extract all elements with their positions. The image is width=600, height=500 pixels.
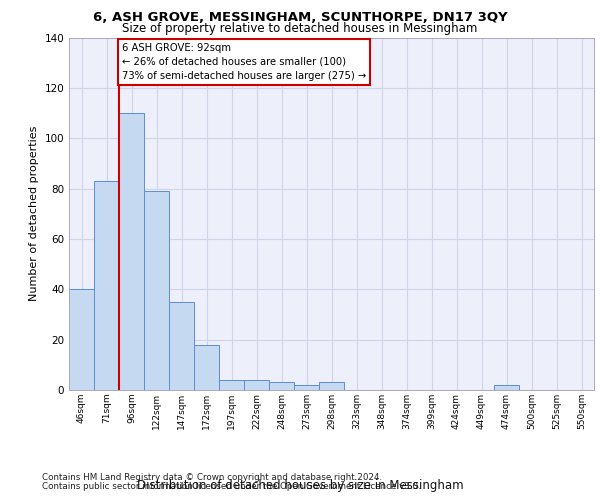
Bar <box>269 382 294 390</box>
Text: Size of property relative to detached houses in Messingham: Size of property relative to detached ho… <box>122 22 478 35</box>
Text: Contains HM Land Registry data © Crown copyright and database right 2024.: Contains HM Land Registry data © Crown c… <box>42 472 382 482</box>
Bar <box>119 113 144 390</box>
Text: 6 ASH GROVE: 92sqm
← 26% of detached houses are smaller (100)
73% of semi-detach: 6 ASH GROVE: 92sqm ← 26% of detached hou… <box>122 42 366 80</box>
Bar <box>494 385 519 390</box>
Bar <box>169 302 194 390</box>
Y-axis label: Number of detached properties: Number of detached properties <box>29 126 39 302</box>
Text: 6, ASH GROVE, MESSINGHAM, SCUNTHORPE, DN17 3QY: 6, ASH GROVE, MESSINGHAM, SCUNTHORPE, DN… <box>92 11 508 24</box>
Bar <box>69 290 94 390</box>
Bar <box>244 380 269 390</box>
Bar <box>319 382 344 390</box>
Bar <box>144 191 169 390</box>
Text: Contains public sector information licensed under the Open Government Licence v3: Contains public sector information licen… <box>42 482 421 491</box>
Bar <box>194 344 219 390</box>
Bar <box>219 380 244 390</box>
Text: Distribution of detached houses by size in Messingham: Distribution of detached houses by size … <box>137 478 463 492</box>
Bar <box>294 385 319 390</box>
Bar <box>94 181 119 390</box>
